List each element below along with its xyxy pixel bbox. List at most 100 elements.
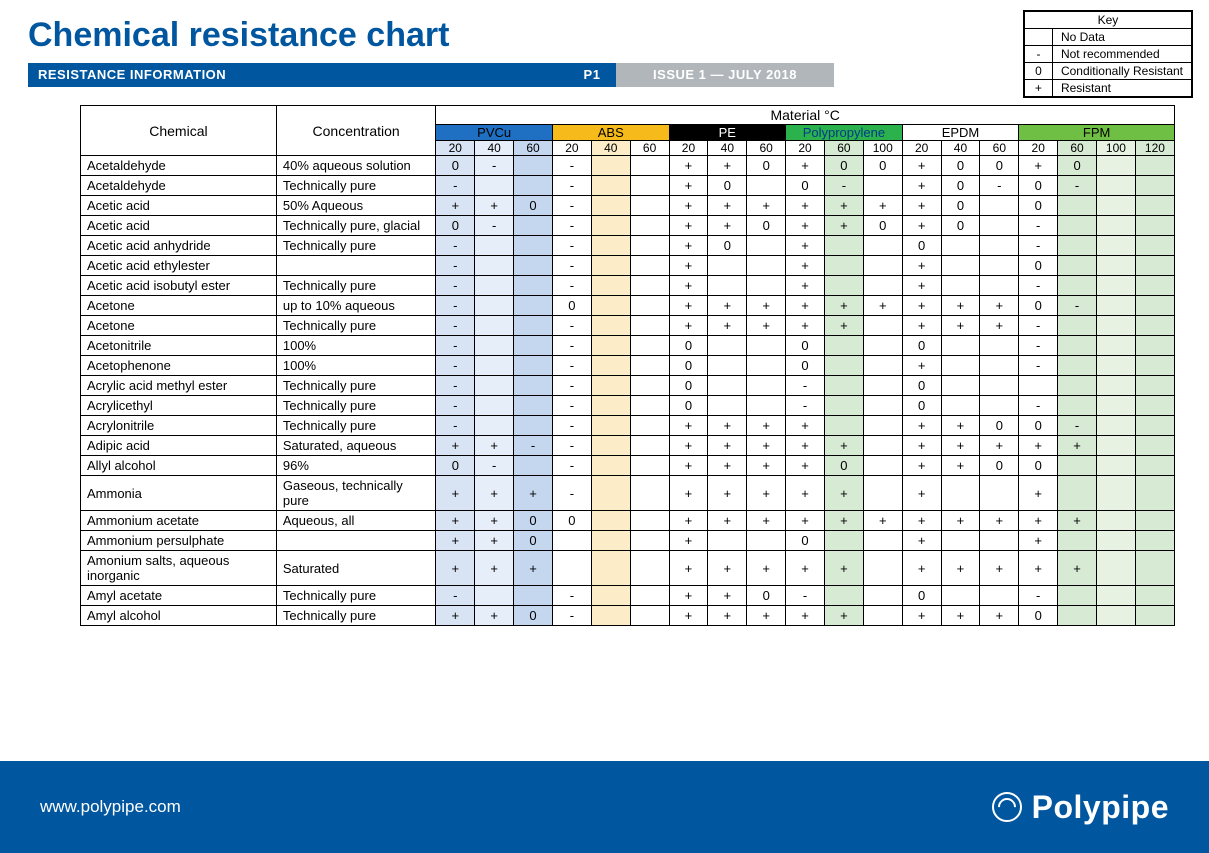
resistance-cell (514, 376, 553, 396)
resistance-cell (514, 256, 553, 276)
chemical-name: Acrylicethyl (81, 396, 277, 416)
resistance-cell (1096, 196, 1135, 216)
resistance-cell: + (708, 436, 747, 456)
resistance-cell (1135, 476, 1174, 511)
resistance-cell: + (941, 436, 980, 456)
resistance-cell: + (941, 511, 980, 531)
resistance-cell (747, 376, 786, 396)
resistance-cell (747, 356, 786, 376)
resistance-cell: + (747, 296, 786, 316)
resistance-cell: + (902, 551, 941, 586)
resistance-cell: + (669, 416, 708, 436)
resistance-cell: - (1019, 276, 1058, 296)
resistance-cell (591, 256, 630, 276)
resistance-cell: 0 (552, 296, 591, 316)
resistance-cell: - (436, 316, 475, 336)
resistance-cell (630, 336, 669, 356)
chemical-name: Amyl alcohol (81, 606, 277, 626)
resistance-cell: 0 (824, 456, 863, 476)
resistance-cell: - (436, 356, 475, 376)
resistance-cell: + (824, 296, 863, 316)
resistance-cell: - (1058, 296, 1097, 316)
resistance-cell (1135, 256, 1174, 276)
resistance-cell: - (552, 356, 591, 376)
resistance-cell (1096, 176, 1135, 196)
resistance-cell: + (824, 316, 863, 336)
resistance-cell: + (941, 416, 980, 436)
resistance-cell: + (902, 416, 941, 436)
resistance-cell: + (669, 436, 708, 456)
resistance-cell: + (902, 296, 941, 316)
resistance-cell (1135, 456, 1174, 476)
resistance-cell: + (669, 216, 708, 236)
chemical-name: Acrylic acid methyl ester (81, 376, 277, 396)
resistance-cell: + (669, 531, 708, 551)
concentration: Technically pure (276, 376, 436, 396)
resistance-cell (1058, 216, 1097, 236)
resistance-cell: - (552, 586, 591, 606)
resistance-cell (1135, 336, 1174, 356)
key-heading: Key (1024, 12, 1191, 29)
resistance-cell: - (1019, 336, 1058, 356)
resistance-cell: - (824, 176, 863, 196)
resistance-cell: - (436, 176, 475, 196)
resistance-cell: - (786, 396, 825, 416)
resistance-cell: + (436, 551, 475, 586)
resistance-cell: + (902, 476, 941, 511)
resistance-cell (591, 606, 630, 626)
resistance-cell: 0 (708, 236, 747, 256)
resistance-cell (514, 236, 553, 256)
resistance-cell (941, 236, 980, 256)
resistance-cell: 0 (747, 216, 786, 236)
resistance-cell: - (436, 276, 475, 296)
chemical-name: Acetonitrile (81, 336, 277, 356)
resistance-cell (514, 176, 553, 196)
resistance-cell: 0 (863, 216, 902, 236)
resistance-cell (630, 316, 669, 336)
key-label: Conditionally Resistant (1052, 63, 1191, 80)
resistance-cell: 0 (786, 531, 825, 551)
resistance-cell (980, 586, 1019, 606)
resistance-cell (747, 256, 786, 276)
resistance-cell: + (669, 196, 708, 216)
resistance-cell (941, 396, 980, 416)
resistance-cell (591, 196, 630, 216)
resistance-cell: + (786, 196, 825, 216)
resistance-cell: 0 (786, 176, 825, 196)
concentration: Technically pure (276, 176, 436, 196)
resistance-cell: + (824, 216, 863, 236)
resistance-cell (863, 236, 902, 256)
resistance-cell: - (552, 476, 591, 511)
resistance-cell (630, 216, 669, 236)
resistance-cell (630, 511, 669, 531)
resistance-cell (1135, 236, 1174, 256)
resistance-cell: + (436, 511, 475, 531)
resistance-cell (1135, 551, 1174, 586)
resistance-cell: - (552, 256, 591, 276)
resistance-cell (591, 236, 630, 256)
chemical-name: Acetic acid anhydride (81, 236, 277, 256)
resistance-cell: + (747, 316, 786, 336)
resistance-cell: - (1019, 236, 1058, 256)
resistance-cell (1135, 176, 1174, 196)
resistance-cell (1096, 531, 1135, 551)
resistance-cell: + (863, 296, 902, 316)
resistance-cell (1096, 416, 1135, 436)
materials-header: Material °C (436, 106, 1175, 125)
resistance-cell (514, 216, 553, 236)
resistance-cell: + (708, 586, 747, 606)
resistance-cell (1096, 156, 1135, 176)
resistance-cell: 0 (1019, 606, 1058, 626)
resistance-cell: + (747, 551, 786, 586)
resistance-cell: + (902, 531, 941, 551)
resistance-cell: + (1019, 511, 1058, 531)
resistance-cell: + (786, 216, 825, 236)
resistance-cell: + (786, 436, 825, 456)
resistance-cell: 0 (514, 511, 553, 531)
resistance-cell: 0 (1019, 296, 1058, 316)
resistance-cell (475, 176, 514, 196)
resistance-cell (941, 276, 980, 296)
resistance-cell: + (941, 606, 980, 626)
resistance-cell (552, 551, 591, 586)
resistance-cell: - (475, 216, 514, 236)
